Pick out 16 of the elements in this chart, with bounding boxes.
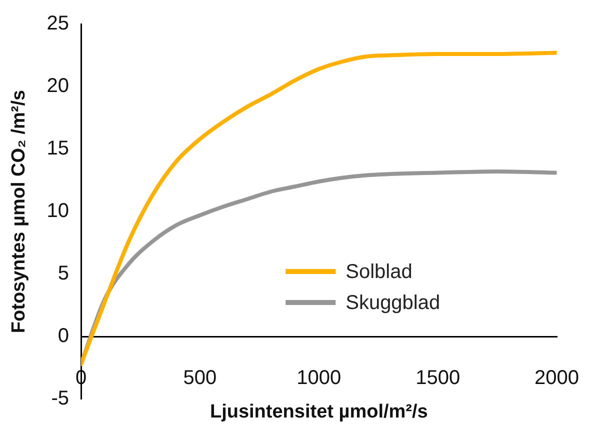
y-tick-label: 5 <box>58 262 70 285</box>
line-series <box>81 50 557 366</box>
x-tick-label: 500 <box>183 367 217 390</box>
x-tick-label: 1500 <box>416 367 460 390</box>
y-tick-label: 20 <box>46 75 70 98</box>
y-tick-label: 15 <box>46 138 70 160</box>
x-axis-title: Ljusintensitet µmol/m²/s <box>210 402 428 423</box>
x-tick-label: 2000 <box>534 367 580 390</box>
y-tick-label: 25 <box>46 12 70 35</box>
legend-label: Solblad <box>346 261 412 284</box>
x-tick-label: 1000 <box>296 367 342 390</box>
legend-label: Skuggblad <box>346 292 440 314</box>
y-axis-title: Fotosyntes µmol CO₂ /m²/s <box>8 90 30 334</box>
y-tick-label: -5 <box>51 388 70 410</box>
y-tick-label: 10 <box>46 200 70 222</box>
y-tick-label: 0 <box>58 325 70 348</box>
